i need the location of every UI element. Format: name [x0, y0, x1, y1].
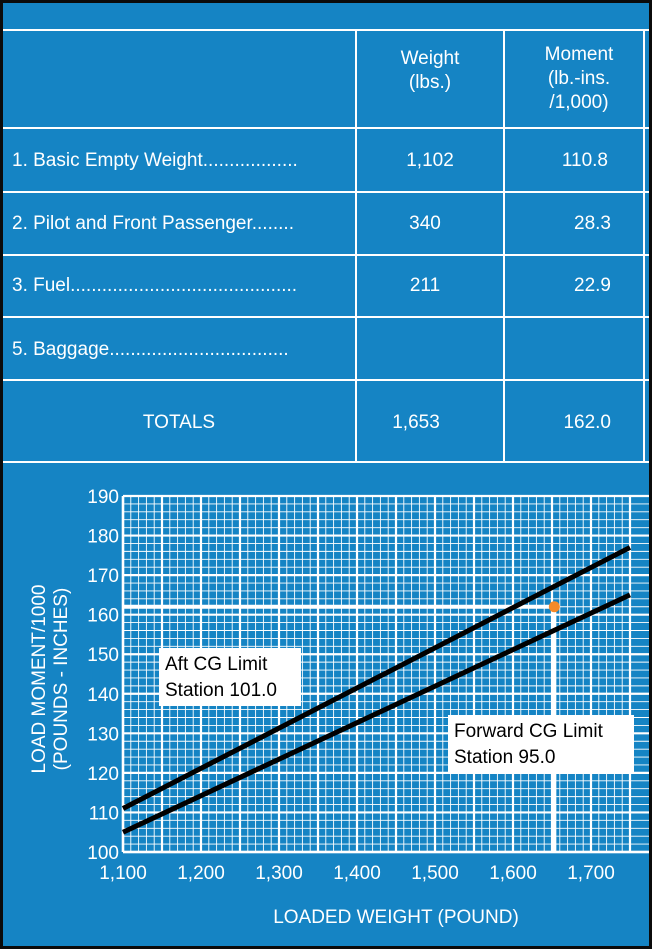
column-divider	[355, 29, 357, 461]
moment-header: Moment (lb.-ins. /1,000)	[505, 43, 649, 115]
x-axis-label: LOADED WEIGHT (POUND)	[273, 907, 519, 928]
y-tick-label: 140	[87, 685, 119, 706]
totals-moment: 162.0	[563, 412, 611, 433]
y-tick-label: 100	[87, 843, 119, 864]
y-tick-label: 130	[87, 724, 119, 745]
y-tick-label: 120	[87, 764, 119, 785]
x-tick-label: 1,300	[255, 863, 303, 884]
forward-cg-limit-callout	[448, 715, 634, 773]
table-divider	[3, 379, 649, 381]
y-tick-label: 150	[87, 645, 119, 666]
x-tick-label: 1,600	[489, 863, 537, 884]
y-tick-label: 160	[87, 606, 119, 627]
y-tick-label: 180	[87, 527, 119, 548]
x-tick-label: 1,700	[567, 863, 615, 884]
table-divider	[3, 191, 649, 193]
callout-text: Station 101.0	[165, 680, 277, 701]
x-tick-label: 1,200	[177, 863, 225, 884]
row-weight: 1,102	[406, 150, 454, 171]
totals-weight: 1,653	[392, 412, 440, 433]
callout-text: Forward CG Limit	[454, 721, 604, 742]
table-divider	[3, 316, 649, 318]
loaded-cg-point	[548, 601, 560, 613]
row-moment: 110.8	[561, 150, 608, 171]
row-label: 3. Fuel.................................…	[12, 275, 298, 296]
aft-cg-limit-line	[121, 545, 632, 811]
table-divider	[3, 29, 649, 31]
weight-header-line: Weight	[400, 48, 460, 69]
y-tick-label: 190	[87, 487, 119, 508]
row-label: 5. Baggage..............................…	[12, 339, 289, 360]
y-tick-label: 110	[89, 803, 119, 824]
callout-text: Station 95.0	[454, 747, 555, 768]
y-tick-label: 170	[87, 566, 119, 587]
cg-envelope-chart: 100 110 120 130 140 150 160 170 180 190 1,100 1,200…	[29, 487, 649, 928]
x-tick-label: 1,500	[411, 863, 459, 884]
moment-header-unit: (lb.-ins.	[547, 68, 611, 89]
table-divider	[3, 127, 649, 129]
column-divider	[503, 29, 505, 461]
callout-text: Aft CG Limit	[165, 654, 268, 675]
y-axis-label: LOAD MOMENT/1000	[29, 585, 50, 774]
y-axis-label: (POUNDS - INCHES)	[51, 588, 72, 771]
weight-header-unit: (lbs.)	[408, 72, 452, 93]
row-moment: 22.9	[574, 275, 611, 296]
totals-label: TOTALS	[142, 412, 216, 433]
aft-cg-limit-callout	[159, 648, 301, 706]
row-label: 2. Pilot and Front Passenger........	[12, 213, 294, 234]
row-weight: 340	[409, 213, 441, 234]
moment-header-unit: /1,000)	[549, 92, 609, 113]
weight-header: Weight (lbs.)	[357, 47, 503, 95]
column-divider	[643, 29, 645, 461]
x-tick-label: 1,400	[333, 863, 381, 884]
x-tick-label: 1,100	[99, 863, 147, 884]
moment-header-line: Moment	[544, 44, 614, 65]
forward-cg-limit-line	[121, 592, 632, 835]
row-moment: 28.3	[574, 213, 611, 234]
row-weight: 211	[409, 275, 441, 296]
table-divider	[3, 254, 649, 256]
table-divider	[3, 461, 649, 463]
row-label: 1. Basic Empty Weight..................	[12, 150, 298, 171]
